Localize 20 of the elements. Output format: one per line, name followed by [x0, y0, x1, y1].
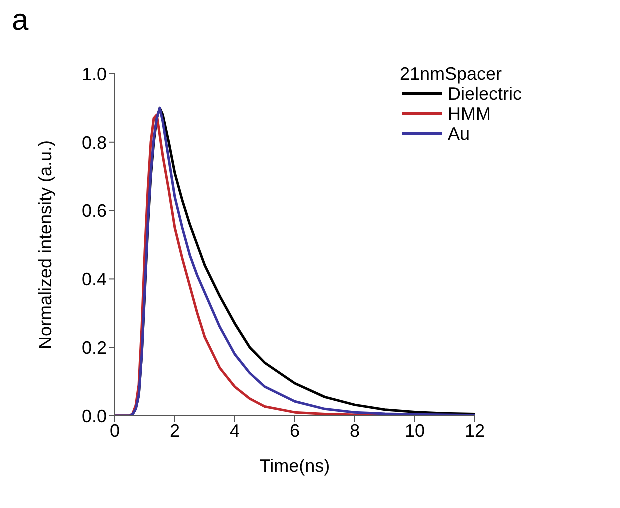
x-axis-title: Time(ns) — [260, 456, 330, 476]
text: a — [12, 4, 29, 38]
legend-label: Au — [448, 124, 470, 144]
y-tick-label: 0.4 — [82, 270, 107, 290]
x-tick-label: 8 — [350, 420, 360, 441]
y-axis-title: Normalized intensity (a.u.) — [35, 140, 56, 350]
y-tick-label: 0.8 — [82, 132, 107, 153]
legend-label: HMM — [448, 104, 491, 124]
x-tick-label: 10 — [404, 420, 426, 441]
legend-title: 21nmSpacer — [400, 64, 504, 84]
x-tick-label: 0 — [110, 420, 120, 441]
x-tick-label: 6 — [290, 420, 300, 441]
x-tick-label: 2 — [170, 420, 180, 441]
x-tick-label: 12 — [464, 420, 485, 441]
y-tick-label: 0.0 — [82, 406, 107, 426]
x-tick-label: 4 — [230, 420, 240, 441]
y-tick-label: 1.0 — [82, 64, 107, 84]
y-tick-label: 0.6 — [82, 201, 107, 222]
legend-label: Dielectric — [448, 84, 522, 104]
y-tick-label: 0.2 — [82, 338, 107, 358]
